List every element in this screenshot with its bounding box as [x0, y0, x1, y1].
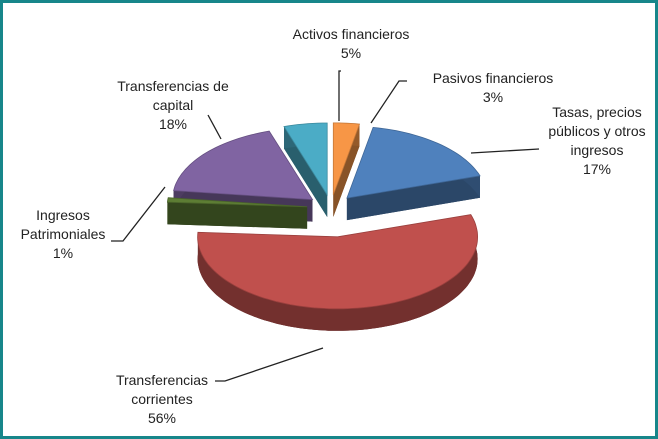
value-label: 17% — [582, 161, 612, 177]
pie-slice — [197, 214, 479, 310]
pie-slice — [173, 130, 314, 201]
slice-label: Transferencias de capital 18% — [103, 77, 243, 134]
slice-label: Tasas, precios públicos y otros ingresos… — [538, 103, 655, 179]
value-label: 5% — [340, 45, 362, 61]
value-label: 56% — [147, 410, 177, 426]
pie-slice — [332, 122, 361, 196]
value-label: 1% — [52, 245, 74, 261]
pie-slice — [166, 197, 308, 208]
pie-side — [333, 124, 360, 217]
leader-line — [370, 80, 407, 124]
leader-line — [338, 70, 341, 121]
category-label: Ingresos Patrimoniales — [20, 207, 106, 242]
value-label: 3% — [482, 89, 504, 105]
slice-label: Ingresos Patrimoniales 1% — [9, 206, 117, 263]
leader-line — [215, 347, 324, 382]
pie-area — [111, 70, 540, 382]
category-label: Pasivos financieros — [432, 70, 554, 86]
pie — [166, 122, 481, 331]
category-label: Transferencias corrientes — [115, 372, 209, 407]
slice-label: Activos financieros 5% — [271, 25, 431, 63]
leader-lines — [111, 70, 540, 382]
pie-side — [197, 214, 478, 331]
leader-line — [207, 114, 222, 140]
pie-side — [284, 126, 328, 217]
pie-side — [346, 175, 480, 221]
pie-slice — [346, 126, 481, 199]
slice-label: Transferencias corrientes 56% — [103, 371, 221, 428]
value-label: 18% — [158, 116, 188, 132]
leader-line — [111, 186, 166, 242]
pie-side — [167, 197, 169, 225]
leader-line — [470, 148, 540, 154]
category-label: Activos financieros — [292, 26, 410, 42]
category-label: Transferencias de capital — [117, 78, 229, 113]
pie-slice — [283, 122, 328, 197]
slice-label: Pasivos financieros 3% — [403, 69, 583, 107]
category-label: Tasas, precios públicos y otros ingresos — [548, 104, 646, 158]
